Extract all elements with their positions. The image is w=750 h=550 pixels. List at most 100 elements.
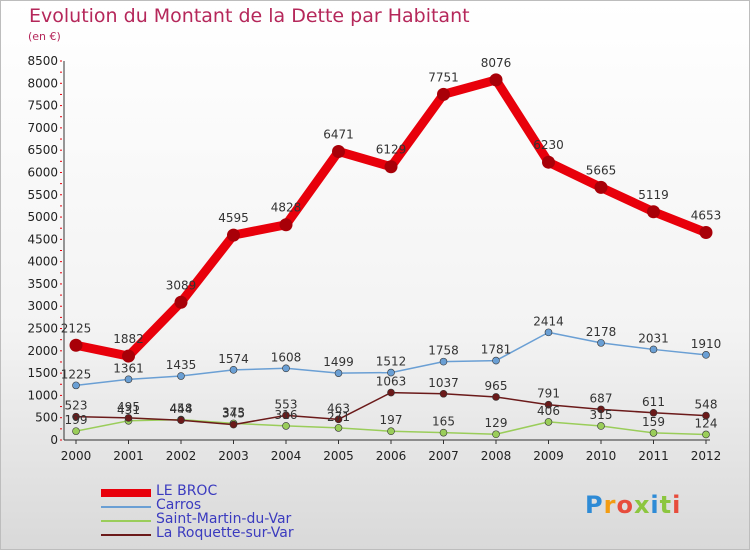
- data-point: [649, 345, 658, 354]
- x-tick-label: 2001: [113, 449, 144, 463]
- data-point: [649, 429, 658, 437]
- data-label: 2178: [586, 325, 617, 339]
- data-point: [439, 389, 448, 398]
- data-point: [334, 369, 343, 377]
- x-tick-label: 2007: [428, 449, 459, 463]
- legend: LE BROC Carros Saint-Martin-du-Var La Roque…: [101, 483, 361, 542]
- data-label: 2031: [638, 331, 669, 345]
- data-point: [542, 155, 555, 169]
- y-tick-label: 5500: [27, 188, 58, 202]
- data-label: 1758: [428, 344, 459, 358]
- data-point: [229, 366, 238, 374]
- data-point: [124, 375, 133, 384]
- data-point: [334, 424, 343, 432]
- data-label: 5665: [586, 163, 617, 177]
- data-label: 611: [642, 395, 665, 409]
- legend-swatch: [101, 520, 151, 522]
- data-label: 8076: [481, 56, 512, 70]
- data-label: 373: [222, 405, 245, 419]
- data-label: 2414: [533, 314, 564, 328]
- data-point: [332, 144, 345, 158]
- x-tick-label: 2008: [481, 449, 512, 463]
- y-tick-label: 0: [50, 433, 58, 447]
- data-label: 1512: [376, 355, 407, 369]
- chart-subtitle: (en €): [28, 30, 61, 43]
- data-point: [282, 411, 290, 420]
- legend-item: La Roquette-sur-Var: [101, 525, 361, 542]
- data-point: [439, 428, 448, 437]
- data-point: [597, 405, 605, 414]
- y-tick-label: 7000: [27, 121, 58, 135]
- data-label: 965: [485, 379, 508, 393]
- x-tick-label: 2005: [323, 449, 354, 463]
- data-point: [387, 388, 395, 397]
- data-label: 6129: [376, 143, 407, 157]
- proxiti-logo: Proxiti: [585, 491, 682, 519]
- x-tick-label: 2010: [586, 449, 617, 463]
- data-label: 1574: [218, 352, 249, 366]
- data-label: 4595: [218, 211, 249, 225]
- legend-swatch: [101, 534, 151, 536]
- data-label: 1910: [691, 337, 722, 351]
- data-point: [72, 381, 80, 390]
- data-label: 1037: [428, 376, 459, 390]
- x-tick-label: 2003: [218, 449, 249, 463]
- data-point: [439, 357, 448, 366]
- data-point: [384, 160, 398, 174]
- data-point: [437, 87, 450, 101]
- data-point: [544, 328, 553, 337]
- data-label: 1361: [113, 361, 144, 375]
- data-label: 463: [327, 401, 350, 415]
- data-label: 5119: [638, 188, 669, 202]
- data-label: 406: [537, 404, 560, 418]
- data-label: 124: [695, 416, 718, 430]
- data-label: 345: [222, 407, 245, 421]
- data-label: 1435: [166, 358, 197, 372]
- data-label: 495: [117, 400, 140, 414]
- data-point: [387, 368, 395, 377]
- x-tick-label: 2000: [61, 449, 92, 463]
- data-label: 523: [65, 399, 88, 413]
- y-tick-label: 6500: [27, 143, 58, 157]
- data-point: [492, 393, 500, 401]
- y-tick-label: 4500: [27, 232, 58, 246]
- data-label: 553: [275, 397, 298, 411]
- x-tick-label: 2011: [638, 449, 669, 463]
- series-le-broc: [69, 73, 713, 363]
- x-tick-label: 2006: [376, 449, 407, 463]
- data-point: [544, 418, 553, 426]
- y-tick-label: 500: [35, 411, 58, 425]
- data-point: [702, 411, 710, 420]
- legend-item: Saint-Martin-du-Var: [101, 511, 361, 528]
- data-label: 548: [695, 398, 718, 412]
- data-label: 1225: [61, 367, 92, 381]
- data-point: [229, 420, 238, 429]
- data-label: 199: [65, 413, 88, 427]
- data-point: [492, 430, 500, 439]
- data-label: 197: [380, 413, 403, 427]
- data-point: [177, 416, 185, 425]
- y-tick-label: 2000: [27, 344, 58, 358]
- data-point: [282, 422, 290, 430]
- y-tick-label: 4000: [27, 255, 58, 269]
- data-label: 1882: [113, 332, 144, 346]
- y-tick-label: 8000: [27, 76, 58, 90]
- data-point: [227, 228, 240, 242]
- data-label: 431: [117, 403, 140, 417]
- data-point: [489, 73, 503, 87]
- data-label: 2125: [61, 321, 92, 335]
- data-point: [647, 205, 660, 219]
- data-point: [72, 427, 80, 435]
- y-tick-label: 2500: [27, 322, 58, 336]
- data-label: 159: [642, 415, 665, 429]
- legend-swatch: [101, 489, 151, 497]
- data-label: 458: [170, 402, 193, 416]
- y-tick-label: 3000: [27, 299, 58, 313]
- chart-title: Evolution du Montant de la Dette par Hab…: [29, 5, 470, 27]
- y-tick-label: 1000: [27, 388, 58, 402]
- data-label: 444: [170, 402, 193, 416]
- data-point: [699, 226, 713, 240]
- data-point: [387, 427, 395, 436]
- x-tick-label: 2002: [166, 449, 197, 463]
